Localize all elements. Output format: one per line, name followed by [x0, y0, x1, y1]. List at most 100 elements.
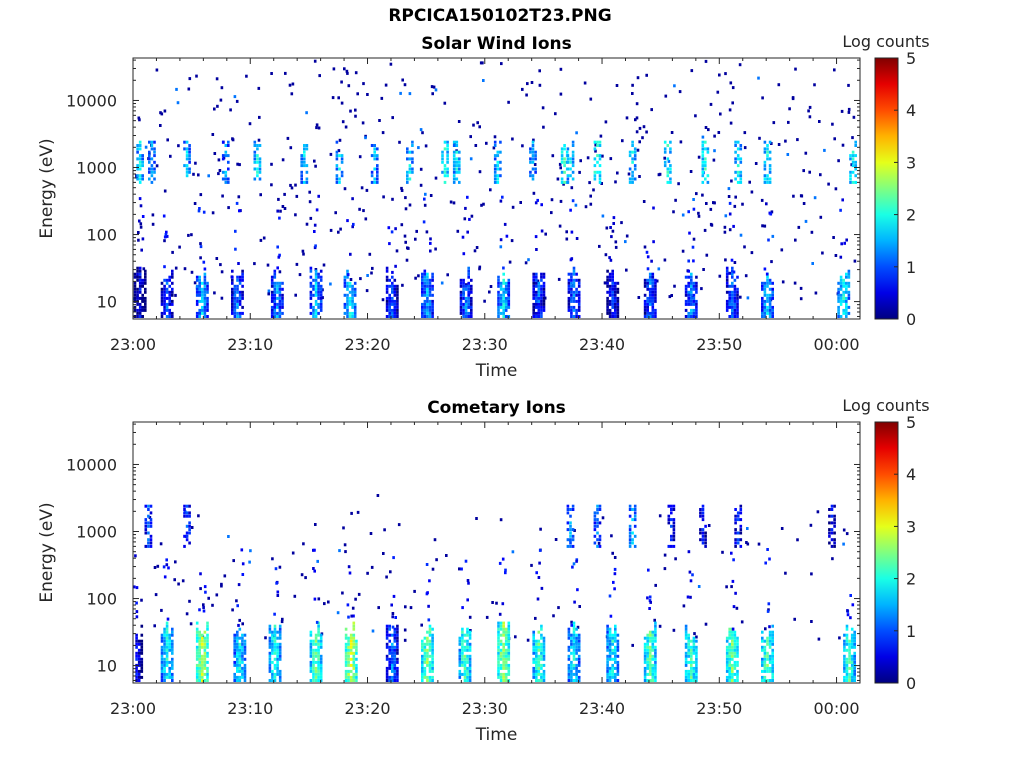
data-cell [426, 308, 429, 312]
data-cell [569, 167, 572, 171]
data-cell [153, 624, 156, 628]
data-cell [150, 164, 154, 168]
data-cell [270, 281, 274, 285]
data-cell [423, 645, 427, 649]
data-cell [231, 287, 234, 291]
data-cell [537, 642, 541, 646]
data-cell [760, 198, 764, 202]
data-cell [849, 616, 852, 620]
data-cell [276, 630, 279, 634]
data-cell [771, 666, 774, 670]
data-cell [493, 157, 497, 161]
data-cell [544, 232, 547, 236]
data-cell [771, 290, 774, 294]
data-cell [845, 636, 849, 640]
data-cell [654, 679, 657, 682]
data-cell [353, 302, 357, 306]
data-cell [463, 663, 467, 667]
data-cell [443, 170, 447, 174]
data-cell [335, 157, 339, 161]
data-cell [763, 293, 767, 297]
data-cell [185, 531, 189, 535]
data-cell [651, 639, 655, 643]
data-cell [631, 508, 634, 511]
data-cell [849, 177, 852, 181]
data-cell [317, 296, 320, 300]
data-cell [243, 642, 247, 646]
data-cell [501, 195, 504, 199]
data-cell [837, 296, 840, 300]
data-cell [508, 260, 512, 264]
data-cell [376, 174, 379, 178]
data-cell [575, 651, 578, 655]
data-cell [154, 593, 158, 597]
data-cell [611, 311, 614, 315]
data-cell [431, 567, 435, 571]
data-cell [344, 657, 348, 661]
data-cell [241, 639, 244, 643]
x-tick-label: 23:00 [110, 335, 156, 354]
data-cell [478, 170, 482, 174]
data-cell [761, 675, 764, 679]
data-cell [349, 675, 353, 679]
data-cell [614, 660, 617, 664]
data-cell [684, 654, 688, 658]
data-cell [155, 68, 159, 72]
data-cell [535, 663, 538, 667]
data-cell [431, 675, 434, 679]
data-cell [616, 654, 620, 658]
data-cell [368, 252, 372, 256]
data-cell [570, 633, 573, 637]
data-cell [797, 225, 801, 229]
data-cell [165, 663, 169, 667]
data-cell [502, 287, 505, 291]
data-cell [648, 657, 652, 661]
data-cell [141, 157, 144, 161]
data-cell [195, 278, 199, 282]
data-cell [463, 654, 467, 658]
data-cell [309, 679, 313, 682]
data-cell [845, 657, 849, 661]
data-cell [346, 308, 349, 312]
data-cell [482, 79, 485, 82]
data-cell [731, 663, 734, 667]
data-cell [273, 290, 277, 294]
data-cell [334, 211, 337, 215]
data-cell [391, 315, 394, 318]
data-cell [670, 538, 673, 542]
data-cell [319, 293, 323, 297]
data-cell [763, 177, 767, 181]
data-cell [485, 141, 488, 145]
data-cell [198, 299, 201, 303]
data-cell [452, 154, 456, 158]
data-cell [431, 287, 434, 291]
data-cell [608, 302, 612, 306]
data-cell [314, 651, 318, 655]
data-cell [643, 278, 647, 282]
data-cell [165, 278, 169, 282]
data-cell [534, 150, 537, 154]
data-cell [168, 302, 171, 306]
data-cell [598, 244, 601, 248]
data-cell [135, 657, 138, 661]
data-cell [309, 284, 313, 288]
data-cell [499, 281, 503, 285]
data-cell [739, 177, 743, 181]
data-cell [343, 278, 347, 282]
data-cell [393, 299, 397, 303]
data-cell [614, 657, 617, 661]
data-cell [467, 305, 470, 309]
data-cell [278, 290, 282, 294]
data-cell [593, 541, 597, 545]
data-cell [343, 302, 347, 306]
data-cell [502, 654, 505, 658]
data-cell [651, 293, 655, 297]
data-cell [185, 524, 189, 528]
data-cell [672, 538, 676, 542]
data-cell [195, 290, 199, 294]
data-cell [532, 639, 535, 643]
data-cell [570, 679, 573, 682]
data-cell [525, 93, 528, 97]
data-cell [573, 529, 576, 532]
data-cell [493, 154, 497, 158]
